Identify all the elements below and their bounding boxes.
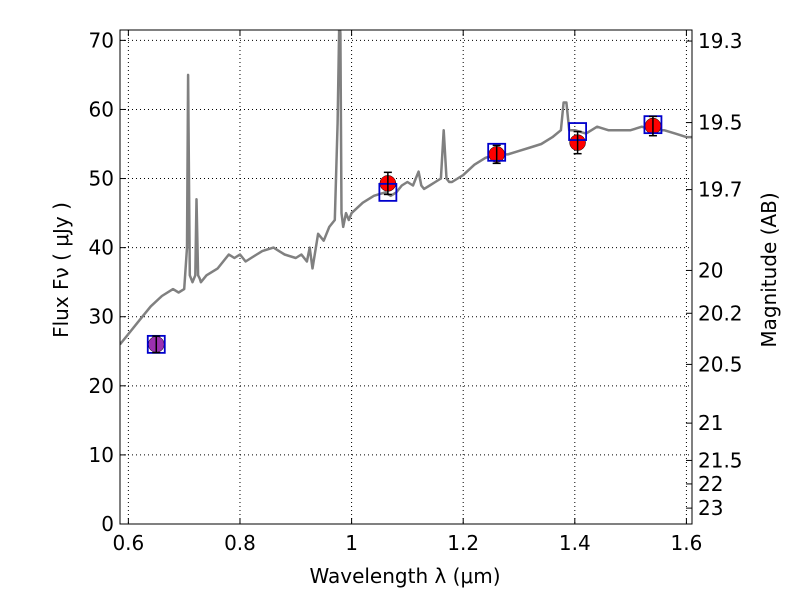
y-axis-left: 0 10 20 30 40 50 60 70	[89, 28, 126, 536]
right-tick-label: 20	[698, 258, 723, 282]
y-tick-label: 60	[89, 97, 114, 121]
x-tick-label: 1.4	[559, 531, 591, 555]
plot-frame	[119, 29, 693, 525]
y-tick-label: 30	[89, 305, 114, 329]
y-axis-label: Flux Fν ( μJy )	[49, 202, 73, 338]
spectrum-series	[120, 30, 692, 346]
y-axis-right-label: Magnitude (AB)	[757, 192, 781, 347]
y-tick-label: 50	[89, 167, 114, 191]
right-tick-label: 23	[698, 496, 723, 520]
spectrum-line	[120, 30, 692, 346]
right-tick-label: 19.7	[698, 178, 743, 202]
y-tick-label: 70	[89, 28, 114, 52]
x-tick-label: 1.6	[671, 531, 703, 555]
right-tick-label: 22	[698, 472, 723, 496]
x-axis-label: Wavelength λ (μm)	[309, 564, 500, 588]
photometry-points	[146, 115, 663, 354]
y-tick-label: 10	[89, 443, 114, 467]
right-tick-label: 20.5	[698, 352, 743, 376]
right-tick-label: 20.2	[698, 301, 743, 325]
y-tick-label: 0	[101, 512, 114, 536]
y-tick-label: 20	[89, 374, 114, 398]
x-tick-label: 0.6	[112, 531, 144, 555]
y-tick-label: 40	[89, 236, 114, 260]
right-tick-label: 21	[698, 411, 723, 435]
right-tick-label: 19.5	[698, 111, 743, 135]
right-tick-label: 21.5	[698, 448, 743, 472]
x-tick-label: 1	[345, 531, 358, 555]
x-axis: 0.6 0.8 1 1.2 1.4 1.6	[112, 30, 702, 555]
right-tick-label: 19.3	[698, 29, 743, 53]
x-tick-label: 1.2	[447, 531, 479, 555]
x-tick-label: 0.8	[224, 531, 256, 555]
